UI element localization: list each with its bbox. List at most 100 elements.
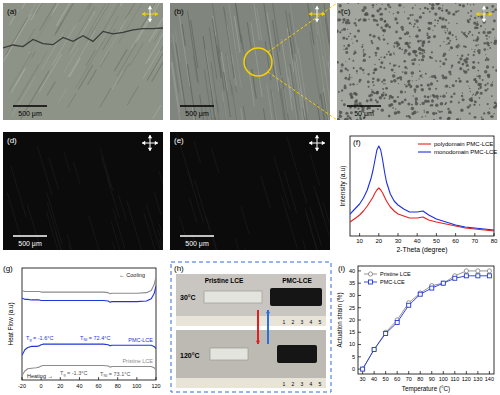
texture <box>56 3 70 26</box>
texture <box>372 15 375 18</box>
texture <box>400 37 402 39</box>
y-tick-label: 20 <box>349 317 355 323</box>
marker <box>487 269 491 273</box>
texture <box>373 72 375 74</box>
texture <box>384 97 386 99</box>
arrow-shaft <box>257 310 259 344</box>
texture <box>389 63 391 65</box>
texture <box>427 84 430 87</box>
panel-label: (g) <box>3 264 13 273</box>
texture <box>404 91 406 93</box>
series-line <box>350 146 494 230</box>
texture <box>354 35 357 38</box>
texture <box>415 54 417 56</box>
texture <box>381 81 383 83</box>
texture <box>421 116 423 118</box>
texture <box>476 76 477 77</box>
texture <box>389 95 392 98</box>
texture <box>274 157 290 209</box>
texture <box>473 51 475 53</box>
texture <box>397 43 400 46</box>
texture <box>353 53 355 55</box>
texture <box>159 239 163 250</box>
texture <box>415 35 419 39</box>
texture <box>463 45 465 47</box>
texture <box>247 22 251 49</box>
texture <box>339 114 341 116</box>
texture <box>473 39 475 41</box>
x-tick <box>494 233 495 236</box>
marker <box>487 274 491 278</box>
texture <box>433 95 436 98</box>
texture <box>344 84 346 86</box>
texture <box>491 5 494 8</box>
texture <box>480 87 481 88</box>
texture <box>473 104 475 106</box>
texture <box>321 93 330 120</box>
marker <box>453 276 457 280</box>
texture <box>354 103 356 105</box>
texture <box>433 119 435 120</box>
micrograph <box>170 132 330 250</box>
y-tick-label: 10 <box>349 341 355 347</box>
texture <box>356 119 359 120</box>
texture <box>68 244 84 250</box>
x-tick <box>477 371 478 374</box>
texture <box>473 4 475 6</box>
texture <box>47 212 64 250</box>
texture <box>381 109 384 112</box>
texture <box>493 107 495 109</box>
texture <box>459 4 462 7</box>
texture <box>486 57 488 59</box>
texture <box>339 31 341 33</box>
texture <box>323 56 330 112</box>
texture <box>153 105 161 119</box>
texture <box>350 119 352 120</box>
texture <box>440 45 442 47</box>
x-tick <box>156 377 157 380</box>
texture <box>439 17 442 20</box>
texture <box>413 25 415 27</box>
texture <box>384 20 386 22</box>
texture <box>415 97 418 100</box>
texture <box>412 7 414 9</box>
ruler <box>176 378 326 388</box>
texture <box>429 22 432 25</box>
texture <box>417 40 420 43</box>
texture <box>419 75 422 78</box>
texture <box>477 51 478 52</box>
texture <box>402 71 404 73</box>
texture <box>384 94 387 97</box>
texture <box>398 66 400 68</box>
series-line <box>363 276 490 369</box>
marker <box>368 272 372 276</box>
texture <box>482 79 484 81</box>
texture <box>422 55 425 58</box>
texture <box>446 92 447 93</box>
arrow-head <box>482 6 486 9</box>
texture <box>478 16 480 18</box>
arrow-head <box>482 19 486 22</box>
ruler-number: 2 <box>292 319 295 325</box>
texture <box>484 85 485 86</box>
texture <box>73 162 80 185</box>
texture <box>212 148 219 172</box>
texture <box>445 84 448 87</box>
texture <box>413 88 416 91</box>
texture <box>107 177 119 218</box>
texture <box>11 166 26 217</box>
texture <box>411 107 414 110</box>
texture <box>485 34 488 37</box>
micrograph <box>3 132 163 250</box>
texture <box>383 35 384 36</box>
marker <box>476 274 480 278</box>
texture <box>403 60 406 63</box>
x-tick-label: 100 <box>132 383 141 389</box>
y-axis-label: Heat Flow (a.u) <box>7 302 15 345</box>
texture <box>393 45 394 46</box>
texture <box>443 25 446 28</box>
y-tick <box>358 283 361 284</box>
micrograph <box>3 3 163 120</box>
ruler-number: 5 <box>319 319 322 325</box>
texture <box>18 52 47 101</box>
